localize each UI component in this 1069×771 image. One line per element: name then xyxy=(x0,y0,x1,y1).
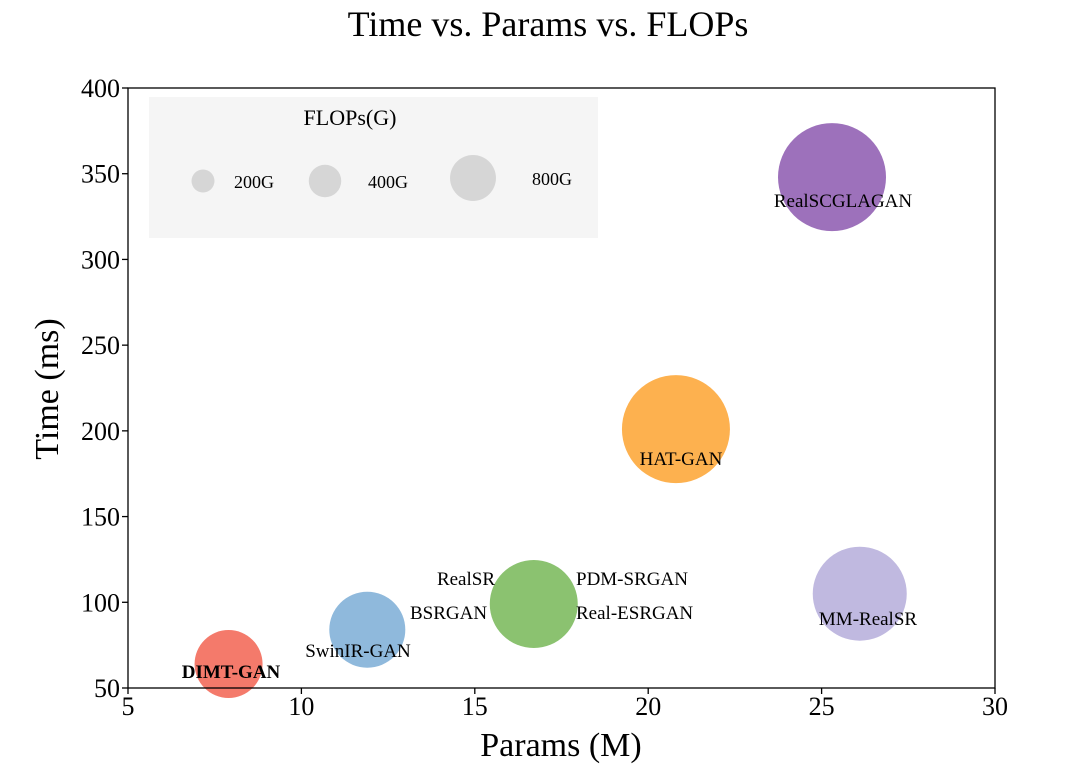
legend-title: FLOPs(G) xyxy=(304,105,397,130)
y-tick-label: 300 xyxy=(81,245,120,274)
bubble-1 xyxy=(194,630,263,698)
point-label-dimt-gan: DIMT-GAN xyxy=(182,662,281,683)
point-label-realsr: RealSR xyxy=(437,569,495,590)
y-tick-label: 400 xyxy=(81,74,120,103)
bubble-2 xyxy=(329,591,406,668)
bubble-6 xyxy=(778,123,887,232)
x-tick-label: 10 xyxy=(288,692,314,721)
point-label-bsrgan: BSRGAN xyxy=(410,603,487,624)
point-label-hat-gan: HAT-GAN xyxy=(640,449,723,470)
y-tick-label: 350 xyxy=(81,160,120,189)
x-tick-label: 5 xyxy=(122,692,135,721)
y-tick-label: 100 xyxy=(81,588,120,617)
bubble-4 xyxy=(621,375,730,484)
legend: FLOPs(G) 200G 400G 800G xyxy=(149,97,598,238)
chart-title: Time vs. Params vs. FLOPs xyxy=(348,4,749,44)
legend-bubble-800g xyxy=(450,155,496,201)
legend-bubble-200g xyxy=(191,169,215,193)
x-tick-label: 15 xyxy=(462,692,488,721)
x-tick-label: 20 xyxy=(635,692,661,721)
x-tick-label: 25 xyxy=(809,692,835,721)
legend-label-200g: 200G xyxy=(234,172,274,192)
y-tick-label: 50 xyxy=(94,674,120,703)
point-label-real-esrgan: Real-ESRGAN xyxy=(576,603,693,624)
x-axis-label: Params (M) xyxy=(480,727,641,764)
y-axis-label: Time (ms) xyxy=(29,318,66,459)
y-tick-label: 150 xyxy=(81,503,120,532)
point-label-realscglagan: RealSCGLAGAN xyxy=(774,191,913,212)
y-tick-label: 200 xyxy=(81,417,120,446)
bubble-3 xyxy=(489,560,578,648)
point-label-swinir-gan: SwinIR-GAN xyxy=(305,641,411,662)
plot-frame xyxy=(127,87,996,689)
y-tick-label: 250 xyxy=(81,331,120,360)
legend-label-400g: 400G xyxy=(368,172,408,192)
plot-area: FLOPs(G) 200G 400G 800G DIMT-GAN SwinIR-GAN BS… xyxy=(81,74,1008,721)
x-tick-label: 30 xyxy=(982,692,1008,721)
bubble-5 xyxy=(812,546,907,641)
point-label-pdm-srgan: PDM-SRGAN xyxy=(576,569,688,590)
point-label-mm-realsr: MM-RealSR xyxy=(819,609,918,630)
legend-background xyxy=(149,97,598,238)
legend-label-800g: 800G xyxy=(532,169,572,189)
legend-bubble-400g xyxy=(308,164,342,198)
